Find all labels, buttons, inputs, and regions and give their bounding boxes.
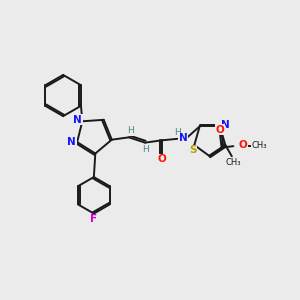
Text: O: O (239, 140, 248, 150)
Text: CH₃: CH₃ (251, 141, 267, 150)
Text: CH₃: CH₃ (226, 158, 241, 166)
Text: H: H (174, 128, 181, 137)
Text: N: N (179, 133, 188, 143)
Text: O: O (216, 125, 224, 135)
Text: O: O (158, 154, 167, 164)
Text: F: F (90, 214, 98, 224)
Text: N: N (221, 120, 230, 130)
Text: N: N (73, 115, 82, 125)
Text: S: S (189, 145, 196, 155)
Text: N: N (68, 136, 76, 146)
Text: H: H (142, 145, 149, 154)
Text: H: H (127, 126, 134, 135)
